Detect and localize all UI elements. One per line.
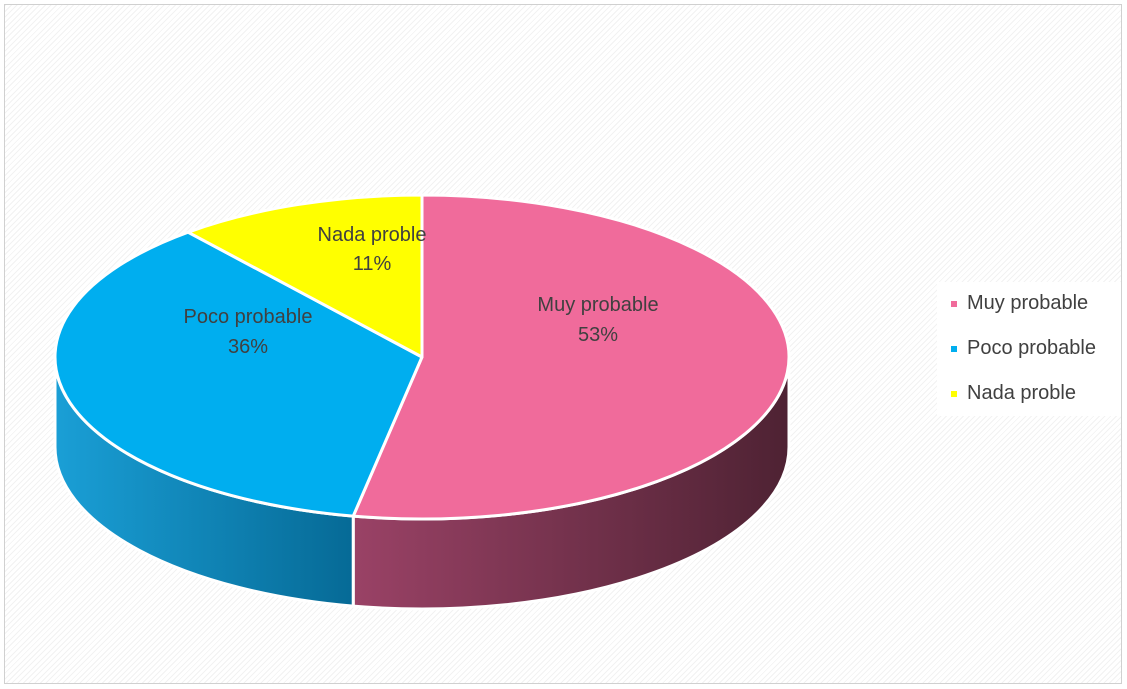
legend-label: Muy probable	[967, 292, 1089, 314]
legend-label: Nada proble	[967, 382, 1076, 404]
legend: Muy probable Poco probable Nada proble	[937, 282, 1121, 416]
legend-marker-muy-probable	[951, 300, 957, 307]
slice-category-label: Poco probable	[184, 306, 313, 328]
slice-percent-label: 36%	[228, 336, 268, 358]
legend-label: Poco probable	[967, 337, 1096, 359]
pie-slice-3	[186, 193, 424, 359]
legend-item-nada-proble: Nada proble	[937, 380, 1076, 406]
legend-marker-poco-probable	[951, 345, 957, 352]
slice-category-label: Nada proble	[318, 224, 427, 246]
legend-item-poco-probable: Poco probable	[937, 335, 1096, 361]
legend-item-muy-probable: Muy probable	[937, 290, 1088, 316]
legend-marker-nada-proble	[951, 390, 957, 397]
slice-category-label: Muy probable	[537, 294, 658, 316]
pie-slice-1	[351, 193, 791, 521]
slice-percent-label: 11%	[353, 253, 392, 275]
slice-percent-label: 53%	[578, 324, 618, 346]
pie-slice-2	[53, 230, 424, 518]
